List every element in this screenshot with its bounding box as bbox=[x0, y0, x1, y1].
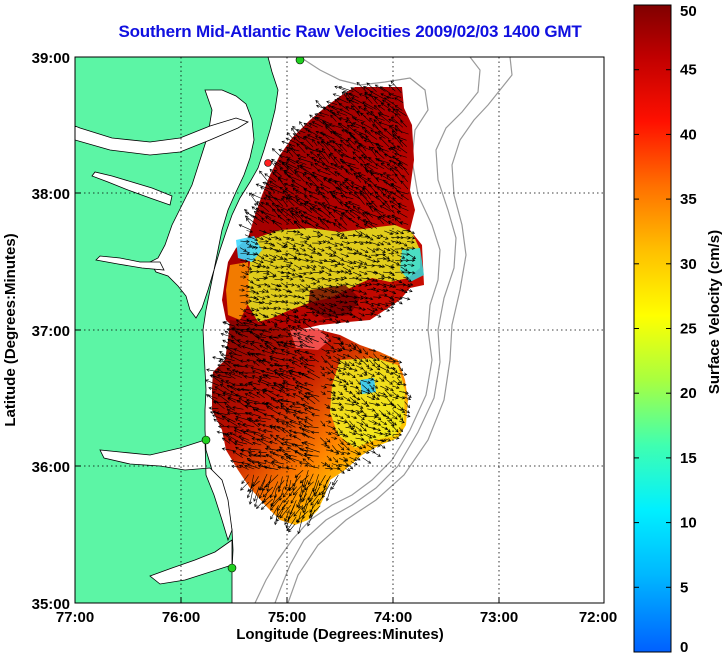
colorbar-tick-label: 20 bbox=[680, 385, 697, 402]
velocity-band-orange bbox=[226, 262, 250, 320]
depth-contour bbox=[274, 57, 481, 603]
x-tick-label: 74:00 bbox=[374, 609, 412, 626]
velocity-vector-arrows bbox=[205, 80, 417, 535]
y-tick-label: 36:00 bbox=[32, 459, 70, 476]
depth-contour bbox=[287, 57, 513, 603]
velocity-band-darkcore bbox=[308, 285, 360, 318]
delaware-bay bbox=[75, 117, 249, 156]
x-tick-label: 73:00 bbox=[480, 609, 518, 626]
map-grid bbox=[75, 57, 604, 603]
colorbar-tick-label: 0 bbox=[680, 639, 688, 656]
x-tick-label: 72:00 bbox=[579, 609, 617, 626]
colorbar-tick-label: 35 bbox=[680, 191, 697, 208]
colorbar-tick-label: 45 bbox=[680, 62, 697, 79]
x-tick-label: 76:00 bbox=[162, 609, 200, 626]
chesapeake-bay bbox=[149, 89, 255, 319]
colorbar bbox=[633, 4, 672, 653]
velocity-band-yellow-south bbox=[330, 358, 405, 448]
velocity-vectors bbox=[205, 80, 417, 535]
albemarle-sound bbox=[99, 439, 233, 542]
axis-ticks bbox=[74, 56, 605, 604]
x-tick-label: 75:00 bbox=[268, 609, 306, 626]
velocity-band-mid bbox=[248, 225, 420, 322]
potomac-river bbox=[91, 171, 173, 206]
colorbar-tick-label: 15 bbox=[680, 450, 697, 467]
radar-site-marker bbox=[264, 159, 272, 167]
velocity-band-cyan-south bbox=[360, 378, 376, 394]
colorbar-tick-label: 25 bbox=[680, 321, 697, 338]
y-axis-label: Latitude (Degrees:Minutes) bbox=[2, 233, 19, 426]
map-title: Southern Mid-Atlantic Raw Velocities 200… bbox=[118, 22, 582, 41]
depth-contour bbox=[254, 57, 441, 603]
james-river bbox=[95, 255, 165, 271]
colorbar-tick-label: 10 bbox=[680, 515, 697, 532]
colorbar-label: Surface Velocity (cm/s) bbox=[706, 230, 723, 394]
y-tick-label: 35:00 bbox=[32, 596, 70, 613]
colorbar-tick-label: 50 bbox=[680, 3, 697, 20]
colorbar-tick-label: 30 bbox=[680, 256, 697, 273]
pamlico-sound bbox=[149, 539, 233, 585]
y-tick-label: 39:00 bbox=[32, 50, 70, 67]
radar-site-marker bbox=[201, 435, 211, 445]
x-axis-label: Longitude (Degrees:Minutes) bbox=[236, 626, 444, 643]
y-tick-label: 38:00 bbox=[32, 186, 70, 203]
colorbar-tick-label: 5 bbox=[680, 579, 688, 596]
y-tick-label: 37:00 bbox=[32, 323, 70, 340]
velocity-band-cyan bbox=[236, 236, 262, 262]
colorbar-tick-label: 40 bbox=[680, 126, 697, 143]
x-tick-label: 77:00 bbox=[56, 609, 94, 626]
radar-site-marker bbox=[227, 563, 237, 573]
radar-site-marker bbox=[295, 57, 305, 65]
